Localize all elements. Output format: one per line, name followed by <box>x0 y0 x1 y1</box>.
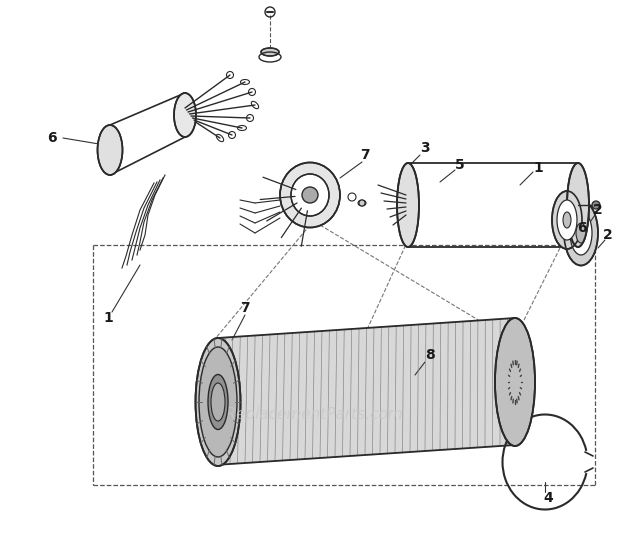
Ellipse shape <box>97 125 123 175</box>
Text: 7: 7 <box>360 148 370 162</box>
Text: 6: 6 <box>577 221 587 235</box>
Text: 2: 2 <box>603 228 613 242</box>
Text: 1: 1 <box>533 161 543 175</box>
Ellipse shape <box>199 347 237 457</box>
Ellipse shape <box>208 374 228 430</box>
Ellipse shape <box>358 200 366 206</box>
Text: 2: 2 <box>593 203 603 217</box>
Text: 7: 7 <box>240 301 250 315</box>
Ellipse shape <box>570 211 592 255</box>
Ellipse shape <box>174 93 196 137</box>
Ellipse shape <box>495 318 535 446</box>
Ellipse shape <box>397 163 419 247</box>
Text: 4: 4 <box>543 491 553 505</box>
Circle shape <box>592 201 600 209</box>
Polygon shape <box>215 318 515 465</box>
Text: 5: 5 <box>455 158 465 172</box>
Text: 8: 8 <box>425 348 435 362</box>
Text: 6: 6 <box>47 131 57 145</box>
Text: 1: 1 <box>103 311 113 325</box>
Ellipse shape <box>576 223 586 243</box>
Text: 3: 3 <box>420 141 430 155</box>
Ellipse shape <box>563 212 571 228</box>
Ellipse shape <box>557 200 577 240</box>
Ellipse shape <box>280 163 340 227</box>
Ellipse shape <box>567 163 589 247</box>
Ellipse shape <box>261 48 279 56</box>
Circle shape <box>302 187 318 203</box>
Ellipse shape <box>195 338 241 466</box>
Text: eReplacementParts.com: eReplacementParts.com <box>216 407 404 423</box>
Ellipse shape <box>291 174 329 216</box>
Ellipse shape <box>211 383 225 421</box>
Circle shape <box>359 200 365 206</box>
Ellipse shape <box>564 201 598 265</box>
Ellipse shape <box>552 191 582 249</box>
